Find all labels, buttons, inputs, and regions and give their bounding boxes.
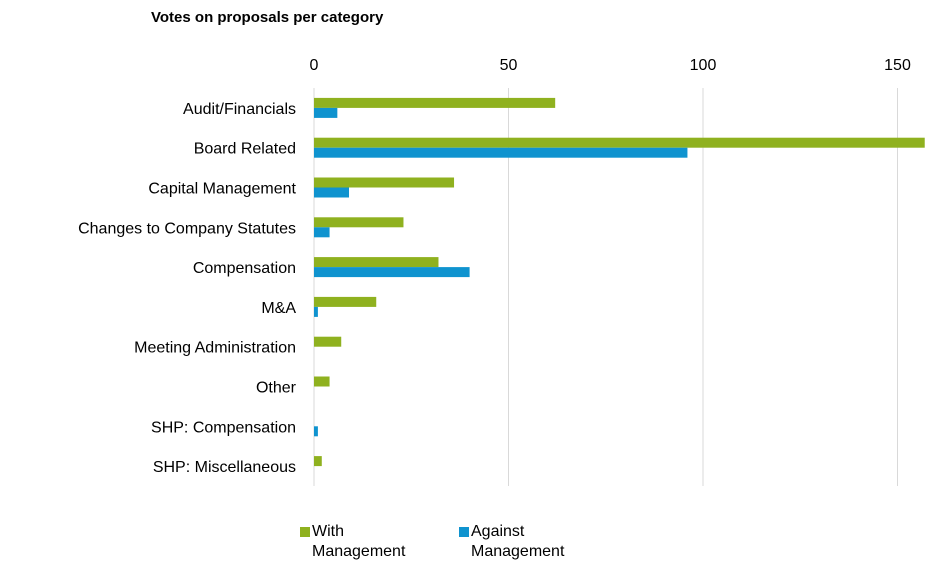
category-label-shp-compensation: SHP: Compensation — [151, 419, 296, 436]
bar-against-management-shp-compensation — [314, 426, 318, 437]
bar-with-management-meeting-administration — [314, 336, 342, 347]
category-label-other: Other — [256, 380, 297, 397]
bar-with-management-compensation — [314, 257, 439, 268]
bar-with-management-m-a — [314, 296, 377, 307]
bar-with-management-shp-miscellaneous — [314, 456, 322, 467]
category-label-board-related: Board Related — [194, 141, 296, 158]
legend-label-against-management: Against Management — [471, 523, 565, 560]
category-label-shp-miscellaneous: SHP: Miscellaneous — [153, 459, 296, 476]
legend-item-against-management: Against Management — [459, 522, 564, 562]
bar-with-management-capital-management — [314, 177, 455, 188]
category-label-meeting-administration: Meeting Administration — [134, 340, 296, 357]
bar-with-management-changes-to-company-statutes — [314, 217, 404, 228]
chart-title: Votes on proposals per category — [151, 9, 384, 26]
grid-lines — [313, 88, 898, 486]
x-tick-label-0: 0 — [310, 57, 319, 74]
x-tick-label-100: 100 — [690, 57, 717, 74]
legend: With Management Against Management — [0, 522, 937, 565]
category-label-audit-financials: Audit/Financials — [183, 101, 296, 118]
bars — [314, 97, 925, 467]
bar-against-management-audit-financials — [314, 107, 338, 118]
bar-against-management-capital-management — [314, 187, 350, 198]
legend-swatch-with-management — [300, 527, 310, 537]
x-tick-label-150: 150 — [884, 57, 911, 74]
category-label-capital-management: Capital Management — [148, 181, 296, 198]
x-tick-label-50: 50 — [500, 57, 518, 74]
legend-label-with-management: With Management — [312, 523, 406, 560]
bar-with-management-audit-financials — [314, 97, 556, 108]
category-label-changes-to-company-statutes: Changes to Company Statutes — [78, 220, 296, 237]
category-labels: Audit/Financials Board Related Capital Man… — [78, 101, 297, 476]
x-axis-tick-labels: 0 50 100 150 — [310, 57, 911, 74]
bar-against-management-changes-to-company-statutes — [314, 227, 330, 238]
category-label-compensation: Compensation — [193, 260, 296, 277]
legend-swatch-against-management — [459, 527, 469, 537]
category-label-m-a: M&A — [261, 300, 296, 317]
bar-against-management-board-related — [314, 147, 688, 158]
bar-against-management-m-a — [314, 306, 318, 317]
bar-with-management-board-related — [314, 137, 925, 148]
bar-with-management-other — [314, 376, 330, 387]
legend-item-with-management: With Management — [300, 522, 405, 562]
bar-against-management-compensation — [314, 267, 470, 278]
